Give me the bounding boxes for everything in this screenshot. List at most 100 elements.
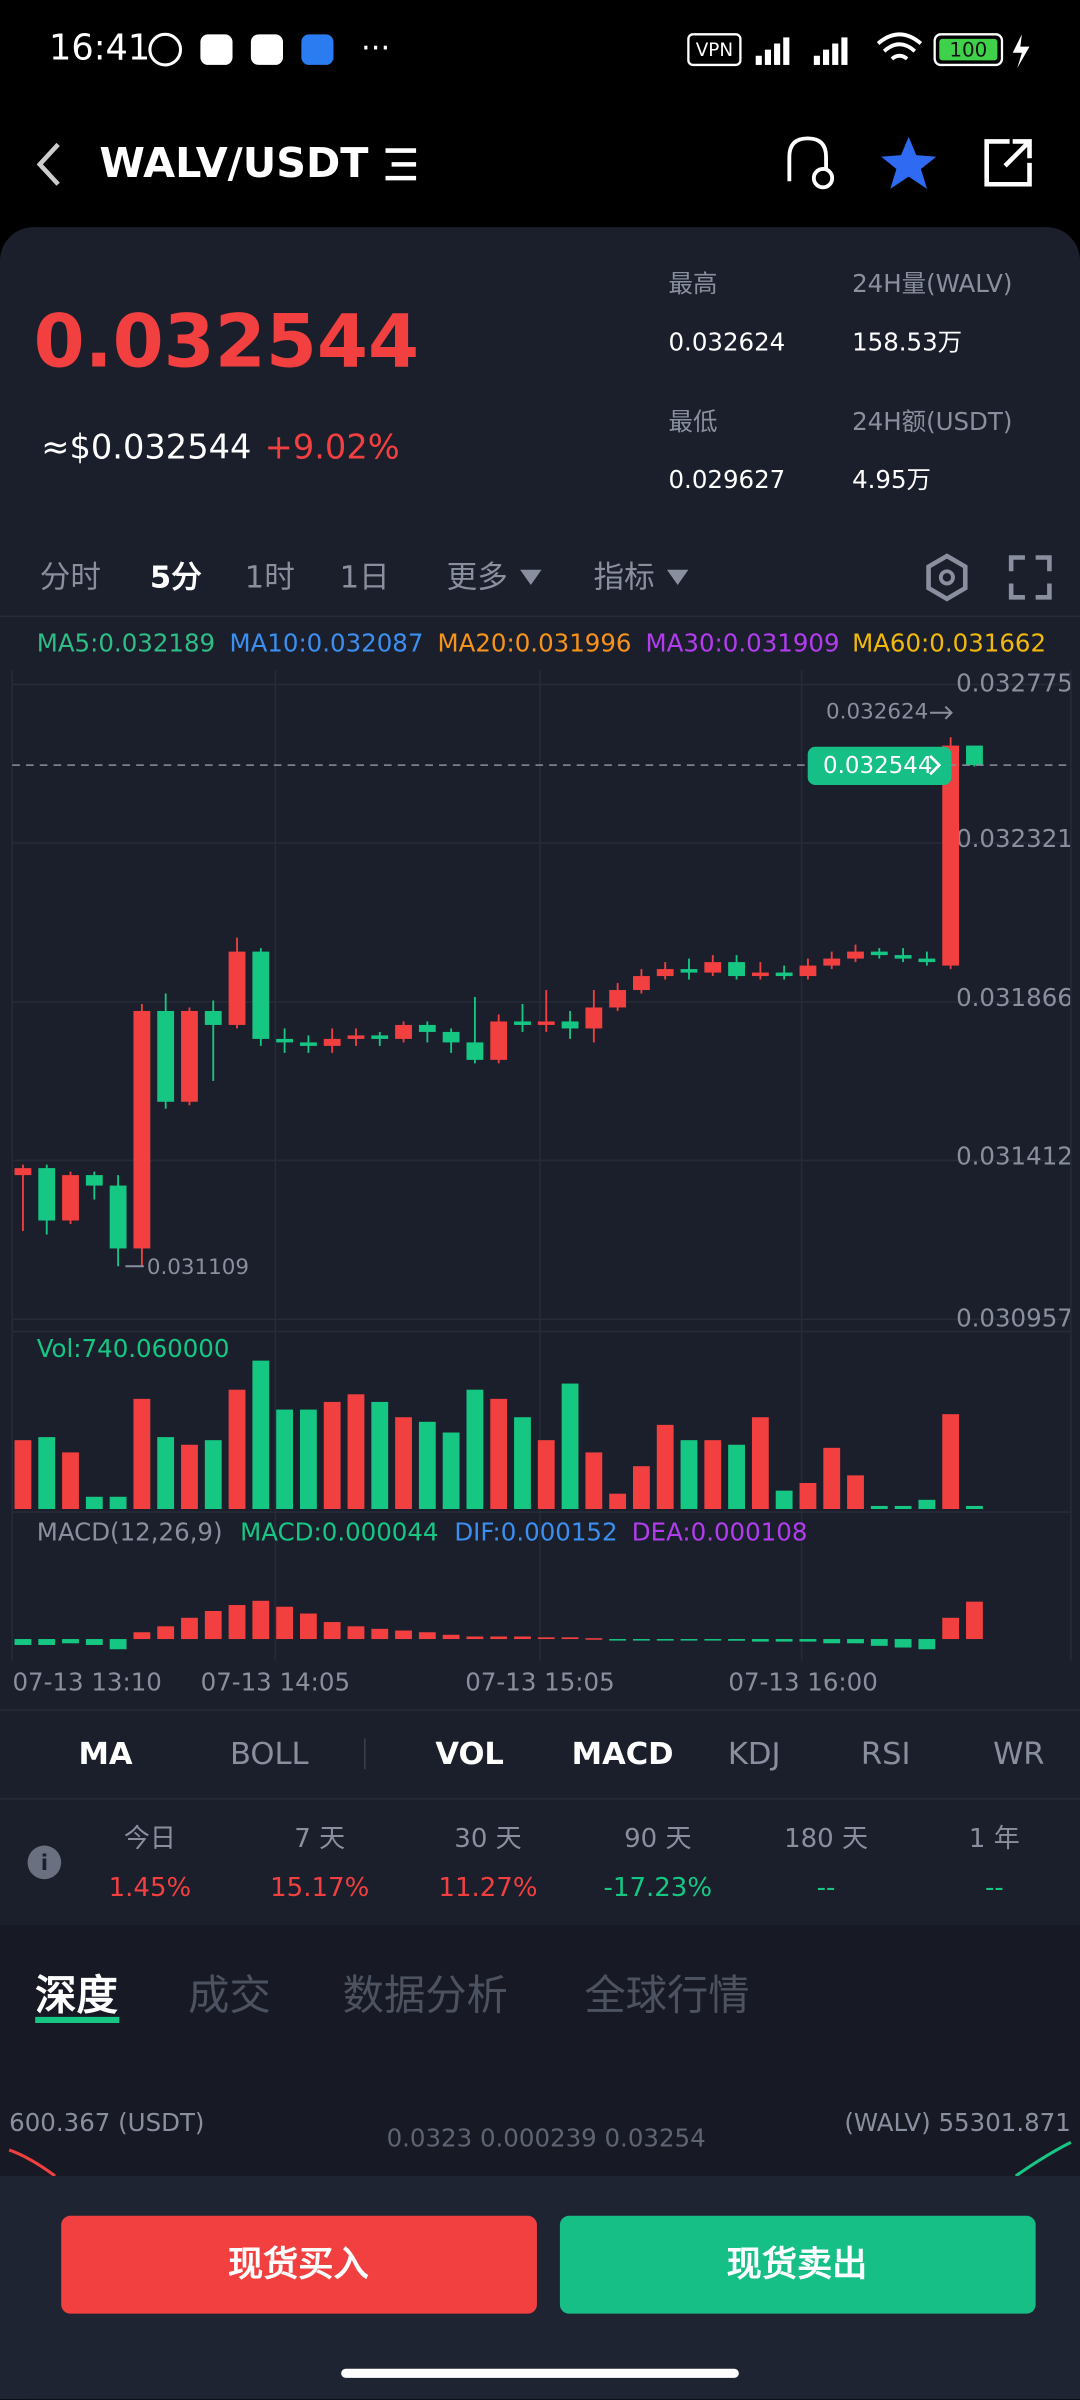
candle-body: [942, 745, 960, 966]
candle-body: [728, 962, 745, 977]
candle-body: [918, 958, 936, 963]
candle-body: [204, 1010, 222, 1025]
macd-bar: [490, 1636, 508, 1640]
back-button[interactable]: [36, 142, 60, 186]
divider: [0, 615, 1080, 618]
y-tick-label: 0.032775: [956, 668, 1073, 697]
section-tab[interactable]: 全球行情: [584, 1972, 749, 2020]
volume-label: Vol:740.060000: [37, 1334, 230, 1363]
stat-label: 24H量(WALV): [852, 269, 1012, 298]
section-tab[interactable]: 数据分析: [343, 1972, 508, 2020]
charging-icon: [1012, 34, 1030, 68]
macd-bar: [609, 1639, 627, 1641]
indicator-tab[interactable]: BOLL: [230, 1737, 309, 1772]
candle-body: [847, 951, 864, 959]
volume-bar: [109, 1496, 127, 1510]
volume-bar: [942, 1414, 960, 1510]
macd-bar: [442, 1634, 460, 1640]
volume-bar: [85, 1496, 103, 1510]
period-value: 15.17%: [270, 1873, 369, 1903]
volume-bar: [276, 1409, 294, 1510]
divider: [0, 1709, 1080, 1711]
wifi-icon: [876, 32, 923, 61]
settings-icon-dot: [938, 569, 955, 586]
macd-bar: [942, 1617, 960, 1640]
candle-body: [704, 962, 722, 973]
y-tick-label: 0.031412: [956, 1141, 1073, 1170]
buy-button[interactable]: [61, 2215, 537, 2314]
share-icon[interactable]: [984, 139, 1032, 187]
candle-body: [14, 1168, 32, 1176]
macd-bar: [299, 1613, 317, 1640]
candle-body: [751, 972, 769, 977]
macd-legend: DEA:0.000108: [632, 1517, 808, 1546]
macd-legend: DIF:0.000152: [454, 1517, 617, 1546]
candle-body: [633, 976, 650, 991]
candle-body: [299, 1042, 317, 1046]
battery-label: 100: [949, 39, 987, 62]
divider: [0, 1798, 1080, 1800]
messenger-icon: [301, 34, 334, 65]
macd-bar: [656, 1639, 674, 1641]
candle-body: [395, 1024, 412, 1039]
section-tab[interactable]: 成交: [188, 1972, 271, 2020]
macd-bar: [276, 1606, 294, 1640]
candle-body: [62, 1175, 79, 1221]
battery-level: [939, 38, 998, 61]
y-tick-label: 0.030957: [956, 1303, 1073, 1332]
alarm-icon: [148, 32, 183, 67]
candle-body: [966, 745, 983, 766]
macd-bar: [466, 1636, 484, 1640]
candle-body: [371, 1035, 389, 1039]
indicator-tab[interactable]: MACD: [572, 1737, 674, 1772]
candle-body: [537, 1021, 555, 1025]
pair-title: WALV/USDT: [99, 139, 368, 187]
macd-bar: [870, 1639, 888, 1646]
indicator-tab[interactable]: RSI: [861, 1737, 911, 1772]
volume-bar: [751, 1417, 769, 1510]
macd-bar: [14, 1639, 32, 1645]
x-tick-label: 07-13 16:00: [728, 1667, 877, 1696]
x-tick-label: 07-13 15:05: [465, 1667, 614, 1696]
macd-bar: [585, 1638, 603, 1640]
volume-bar: [38, 1437, 56, 1510]
home-indicator: [341, 2368, 739, 2378]
last-price: 0.032544: [34, 299, 419, 384]
stat-value: 158.53万: [852, 327, 962, 356]
indicator-tab[interactable]: WR: [993, 1737, 1044, 1772]
interval-tab[interactable]: 5分: [150, 560, 202, 595]
info-icon[interactable]: [27, 1845, 62, 1880]
interval-tab[interactable]: 1日: [340, 560, 390, 595]
volume-bar: [728, 1444, 745, 1510]
candle-body: [680, 969, 698, 973]
indicator-tab[interactable]: KDJ: [728, 1737, 781, 1772]
volume-bar: [514, 1417, 531, 1510]
interval-tab[interactable]: 1时: [245, 560, 295, 595]
period-label: 30 天: [454, 1824, 521, 1854]
high-label: 0.032624: [826, 700, 928, 725]
performance: 今日 1.45% 7 天 15.17% 30 天 11.27% 90 天 -17.23% 180…: [109, 1824, 1020, 1903]
macd-bar: [323, 1622, 341, 1640]
macd-bar: [347, 1626, 365, 1640]
interval-tab[interactable]: 分时: [40, 560, 101, 595]
macd-bar: [85, 1639, 103, 1645]
settings-icon[interactable]: [926, 553, 968, 602]
candle-body: [609, 990, 627, 1008]
section-tab[interactable]: 深度: [35, 1972, 118, 2020]
volume-bar: [585, 1452, 603, 1510]
volume-bar: [537, 1440, 555, 1510]
sell-button[interactable]: [559, 2215, 1036, 2314]
interval-tab[interactable]: 指标: [594, 560, 655, 595]
indicator-tab[interactable]: VOL: [435, 1737, 504, 1772]
volume-bar: [680, 1440, 698, 1510]
interval-tab[interactable]: 更多: [447, 560, 508, 595]
period-value: 1.45%: [109, 1873, 192, 1903]
menu-icon[interactable]: [385, 148, 417, 181]
indicator-tab[interactable]: MA: [78, 1737, 132, 1772]
alert-icon[interactable]: [787, 136, 828, 182]
volume-bar: [252, 1360, 270, 1510]
fullscreen-icon[interactable]: [1008, 555, 1052, 600]
macd-bar: [894, 1639, 912, 1648]
favorite-star[interactable]: [881, 136, 937, 189]
macd-legend: MACD(12,26,9): [37, 1517, 223, 1546]
